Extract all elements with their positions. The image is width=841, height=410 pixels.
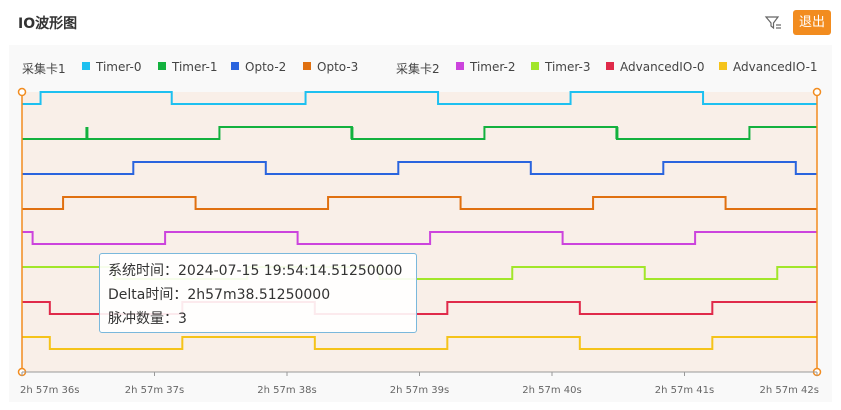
legend-label: AdvancedIO-1 <box>733 60 818 74</box>
legend-item-timer-2[interactable]: Timer-2 <box>456 60 516 74</box>
series-line-timer-1 <box>22 126 817 140</box>
x-tick-label: 2h 57m 38s <box>257 385 316 396</box>
exit-button[interactable]: 退出 <box>793 10 831 35</box>
legend-swatch <box>456 62 464 70</box>
legend-label: Timer-3 <box>545 60 591 74</box>
x-tick-label: 2h 57m 40s <box>522 385 581 396</box>
legend-label: Timer-0 <box>96 60 142 74</box>
cursor-handle <box>17 87 27 97</box>
legend-swatch <box>158 62 166 70</box>
series-line-timer-2 <box>22 231 817 245</box>
tooltip: 系统时间：2024-07-15 19:54:14.51250000 Delta时… <box>99 253 417 333</box>
legend-item-timer-0[interactable]: Timer-0 <box>82 60 142 74</box>
x-tick-label: 2h 57m 42s <box>760 385 819 396</box>
legend-item-opto-3[interactable]: Opto-3 <box>303 60 358 74</box>
legend-swatch <box>303 62 311 70</box>
legend-swatch <box>606 62 614 70</box>
legend-label: Timer-2 <box>470 60 516 74</box>
legend-swatch <box>82 62 90 70</box>
tooltip-pulse-count: 脉冲数量：3 <box>108 311 187 327</box>
x-tick-label: 2h 57m 36s <box>20 385 79 396</box>
series-line-advancedio-1 <box>22 336 817 350</box>
series-line-opto-2 <box>22 161 817 175</box>
legend-item-timer-1[interactable]: Timer-1 <box>158 60 218 74</box>
legend-label: AdvancedIO-0 <box>620 60 705 74</box>
legend-item-advancedio-0[interactable]: AdvancedIO-0 <box>606 60 705 74</box>
legend-swatch <box>719 62 727 70</box>
x-tick-label: 2h 57m 37s <box>125 385 184 396</box>
legend-group-1-label: 采集卡1 <box>22 62 66 76</box>
tooltip-system-time: 系统时间：2024-07-15 19:54:14.51250000 <box>108 263 403 279</box>
legend-swatch <box>531 62 539 70</box>
page-title: IO波形图 <box>18 16 78 32</box>
x-tick-label: 2h 57m 41s <box>655 385 714 396</box>
legend: 采集卡1 Timer-0 Timer-1 Opto-2 Opto-3 采集卡2 … <box>9 60 832 76</box>
cursor-handle <box>812 87 822 97</box>
x-tick-label: 2h 57m 39s <box>390 385 449 396</box>
filter-icon[interactable] <box>764 14 782 32</box>
series-line-opto-3 <box>22 196 817 210</box>
legend-swatch <box>231 62 239 70</box>
tooltip-delta-time: Delta时间：2h57m38.51250000 <box>108 287 331 303</box>
legend-label: Opto-2 <box>245 60 287 74</box>
legend-item-timer-3[interactable]: Timer-3 <box>531 60 591 74</box>
series-line-timer-0 <box>22 91 817 105</box>
legend-item-advancedio-1[interactable]: AdvancedIO-1 <box>719 60 818 74</box>
legend-item-opto-2[interactable]: Opto-2 <box>231 60 286 74</box>
legend-group-2-label: 采集卡2 <box>396 62 440 76</box>
legend-label: Timer-1 <box>172 60 218 74</box>
legend-label: Opto-3 <box>317 60 359 74</box>
